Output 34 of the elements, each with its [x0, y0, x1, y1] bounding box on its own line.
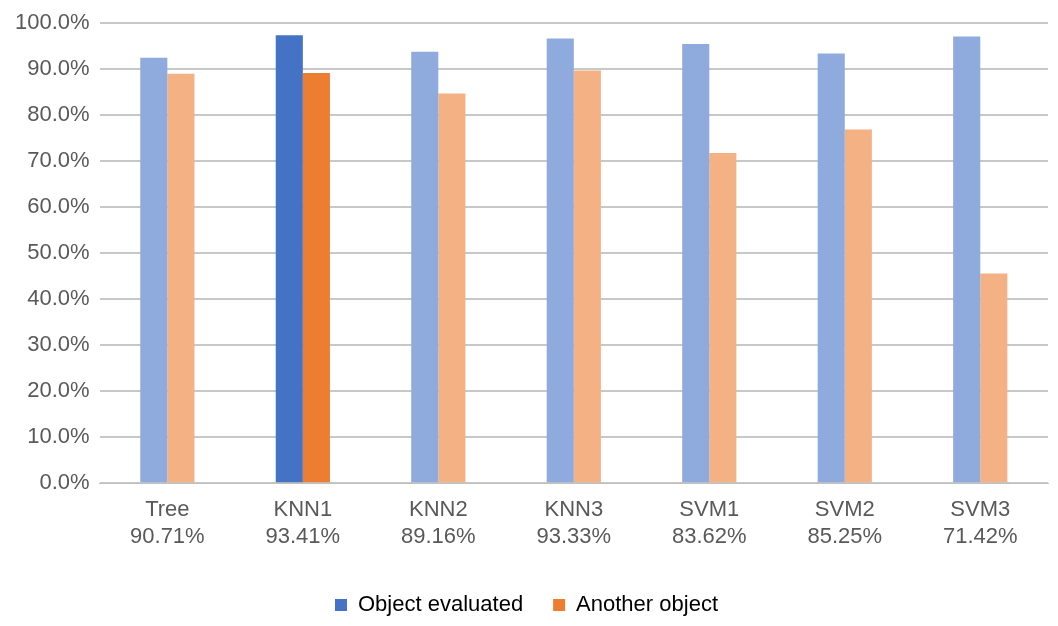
y-tick-label: 70.0% [27, 147, 90, 173]
bar [573, 70, 601, 483]
x-tick-label: Tree 90.71% [130, 496, 205, 548]
bar [682, 43, 710, 483]
bar [546, 38, 574, 483]
x-tick-label: SVM1 83.62% [671, 496, 747, 548]
y-tick-label: 50.0% [27, 239, 90, 265]
y-tick-label: 30.0% [27, 331, 90, 357]
y-tick-label: 20.0% [27, 377, 90, 403]
y-tick-label: 10.0% [27, 423, 90, 449]
bar [167, 73, 195, 483]
bar [302, 72, 330, 483]
bar [140, 57, 168, 483]
bar [411, 51, 439, 483]
bar [844, 129, 872, 483]
y-tick-label: 100.0% [14, 9, 90, 35]
y-tick-label: 0.0% [39, 469, 90, 495]
x-tick-label: KNN1 93.41% [265, 496, 341, 548]
legend-label: Object evaluated [358, 591, 524, 617]
bar [817, 53, 845, 483]
y-tick-label: 80.0% [27, 101, 90, 127]
bar [953, 36, 981, 483]
x-tick-label: SVM3 71.42% [942, 496, 1018, 548]
y-tick-label: 60.0% [27, 193, 90, 219]
y-tick-label: 40.0% [27, 285, 90, 311]
bar [980, 273, 1008, 483]
legend-label: Another object [576, 591, 718, 617]
bar [438, 93, 466, 483]
x-tick-label: SVM2 85.25% [807, 496, 883, 548]
x-tick-label: KNN3 93.33% [536, 496, 612, 548]
bar [709, 152, 737, 483]
bar [275, 35, 303, 483]
x-tick-label: KNN2 89.16% [401, 496, 476, 548]
y-tick-label: 90.0% [27, 55, 90, 81]
